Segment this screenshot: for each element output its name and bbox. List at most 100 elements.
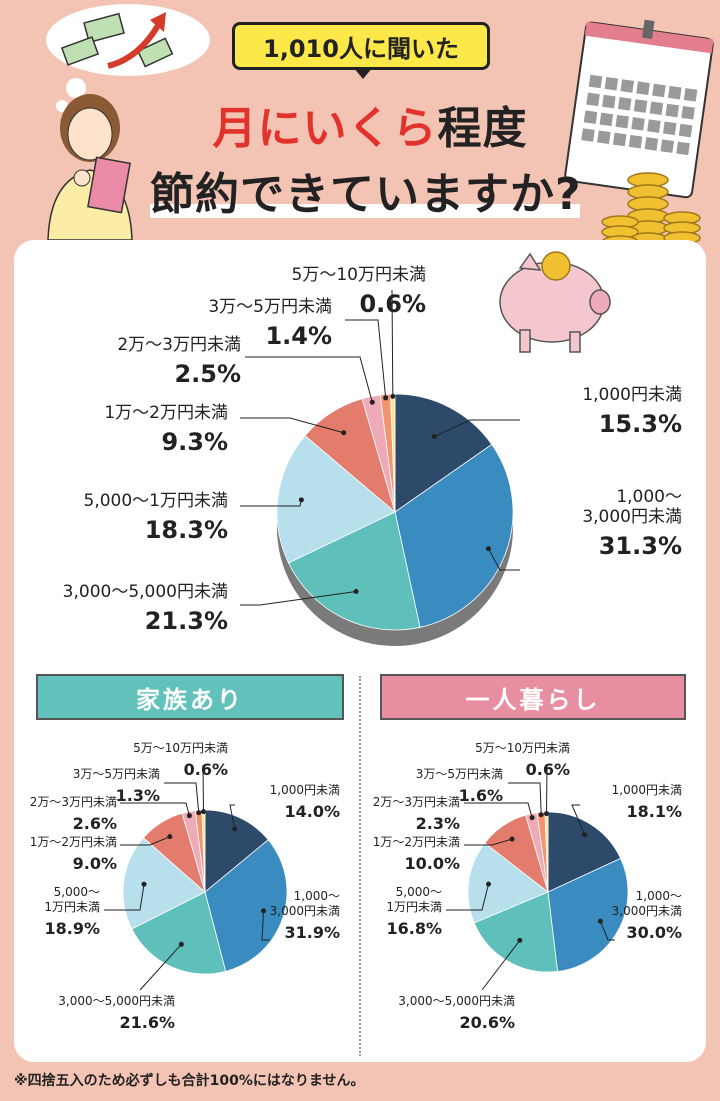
percent-label: 9.0% (73, 854, 117, 873)
percent-label: 18.9% (44, 919, 100, 938)
category-label: 5万〜10万円未満 (475, 741, 570, 755)
leader-line (240, 590, 357, 606)
pie-slice-3 (473, 891, 558, 973)
leader-line (240, 499, 302, 507)
pie-slice-3 (131, 891, 227, 975)
category-label: 3,000〜5,000円未満 (58, 994, 175, 1008)
category-label: 1万〜2万円未満 (104, 403, 228, 423)
single-label: 一人暮らし (465, 685, 601, 714)
pie-slice-4 (122, 837, 206, 930)
leader-line (487, 548, 520, 571)
category-label: 1,000円未満 (612, 783, 682, 797)
family-label: 家族あり (136, 685, 244, 714)
badge-text: 1,010人に聞いた (263, 34, 459, 63)
leader-dot (232, 826, 238, 832)
percent-label: 20.6% (459, 1013, 515, 1032)
leader-line (139, 943, 182, 991)
pie-slice-2 (547, 857, 629, 972)
leader-dot (597, 918, 603, 924)
pie-slice-4 (467, 842, 549, 924)
percent-label: 1.4% (265, 322, 332, 350)
page-title-line2: 節約できていますか? (150, 158, 582, 222)
percent-label: 31.3% (599, 532, 682, 560)
category-label: 1,000円未満 (582, 385, 682, 405)
category-label: 1万〜2万円未満 (30, 835, 117, 849)
category-label: 1万円未満 (44, 900, 100, 914)
page-title-line1: 月にいくら程度 (190, 92, 550, 156)
title-rest: 程度 (437, 103, 528, 154)
percent-label: 18.3% (145, 516, 228, 544)
percent-label: 2.3% (416, 814, 460, 833)
percent-label: 1.6% (459, 786, 503, 805)
leader-line (245, 356, 373, 403)
category-label: 2万〜3万円未満 (30, 795, 117, 809)
leader-line (446, 883, 490, 911)
woman-illustration-icon (47, 94, 133, 241)
thought-bubble-icon (46, 4, 210, 112)
category-label: 1,000〜 (294, 889, 340, 903)
leader-line (261, 910, 270, 941)
overall-pie-chart: 1,000円未満 15.3% 1,000〜3,000円未満 31.3% 3,000〜5,… (63, 251, 682, 646)
leader-line (391, 289, 394, 397)
percent-label: 21.3% (145, 607, 228, 635)
percent-label: 30.0% (626, 923, 682, 942)
percent-label: 14.0% (284, 802, 340, 821)
footnote: ※四捨五入のため必ずしも合計100%にはなりません。 (14, 1073, 365, 1089)
header-illustrations (46, 4, 714, 249)
category-label: 3万〜5万円未満 (73, 767, 160, 781)
leader-line (464, 838, 513, 846)
pie-slice-2 (204, 839, 288, 972)
percent-label: 0.6% (526, 760, 570, 779)
leader-line (120, 802, 190, 816)
percent-label: 1.3% (116, 786, 160, 805)
category-label: 1,000〜 (636, 889, 682, 903)
percent-label: 0.6% (359, 290, 426, 318)
leader-line (104, 884, 145, 911)
category-label: 3,000円未満 (612, 904, 682, 918)
percent-label: 16.8% (386, 919, 442, 938)
percent-label: 2.5% (174, 360, 241, 388)
leader-dot (544, 811, 550, 817)
category-label: 1,000円未満 (270, 783, 340, 797)
percent-label: 21.6% (119, 1013, 175, 1032)
category-label: 3万〜5万円未満 (416, 767, 503, 781)
percent-label: 31.9% (284, 923, 340, 942)
category-label: 3,000〜5,000円未満 (398, 994, 515, 1008)
pie-slice-1 (547, 811, 622, 893)
leader-dot (509, 836, 515, 842)
section-header-single: 一人暮らし (380, 674, 686, 720)
percent-label: 15.3% (599, 410, 682, 438)
leader-line (164, 782, 200, 813)
category-label: 5,000〜 (396, 885, 442, 899)
piggy-bank-icon (499, 251, 611, 353)
leader-line (464, 802, 533, 818)
pie-slice-1 (394, 393, 493, 513)
leader-dot (383, 395, 389, 401)
category-label: 5,000〜1万円未満 (84, 491, 228, 511)
percent-label: 9.3% (161, 428, 228, 456)
category-label: 1万円未満 (386, 900, 442, 914)
category-label: 1,000〜 (616, 487, 682, 507)
single-pie-chart: 1,000円未満 18.1% 1,000〜3,000円未満 30.0% 3,000〜5,… (373, 741, 682, 1032)
category-label: 1万〜2万円未満 (373, 835, 460, 849)
calendar-icon (564, 19, 714, 199)
leader-line (240, 417, 344, 434)
leader-line (508, 782, 542, 815)
percent-label: 2.6% (73, 814, 117, 833)
category-label: 3,000〜5,000円未満 (63, 582, 228, 602)
leader-line (345, 319, 387, 398)
category-label: 3,000円未満 (582, 507, 682, 527)
category-label: 3,000円未満 (270, 904, 340, 918)
category-label: 5万〜10万円未満 (292, 265, 426, 285)
section-divider (359, 676, 361, 1056)
section-header-family: 家族あり (36, 674, 344, 720)
leader-line (481, 940, 521, 991)
category-label: 5万〜10万円未満 (133, 741, 228, 755)
pie-slice-2 (394, 443, 514, 628)
category-label: 2万〜3万円未満 (117, 335, 241, 355)
leader-line (120, 836, 171, 846)
leader-dot (390, 393, 396, 399)
title-line2-text: 節約できていますか? (150, 169, 582, 220)
category-label: 3万〜5万円未満 (208, 297, 332, 317)
family-pie-chart: 1,000円未満 14.0% 1,000〜3,000円未満 31.9% 3,000〜5,… (30, 741, 340, 1032)
